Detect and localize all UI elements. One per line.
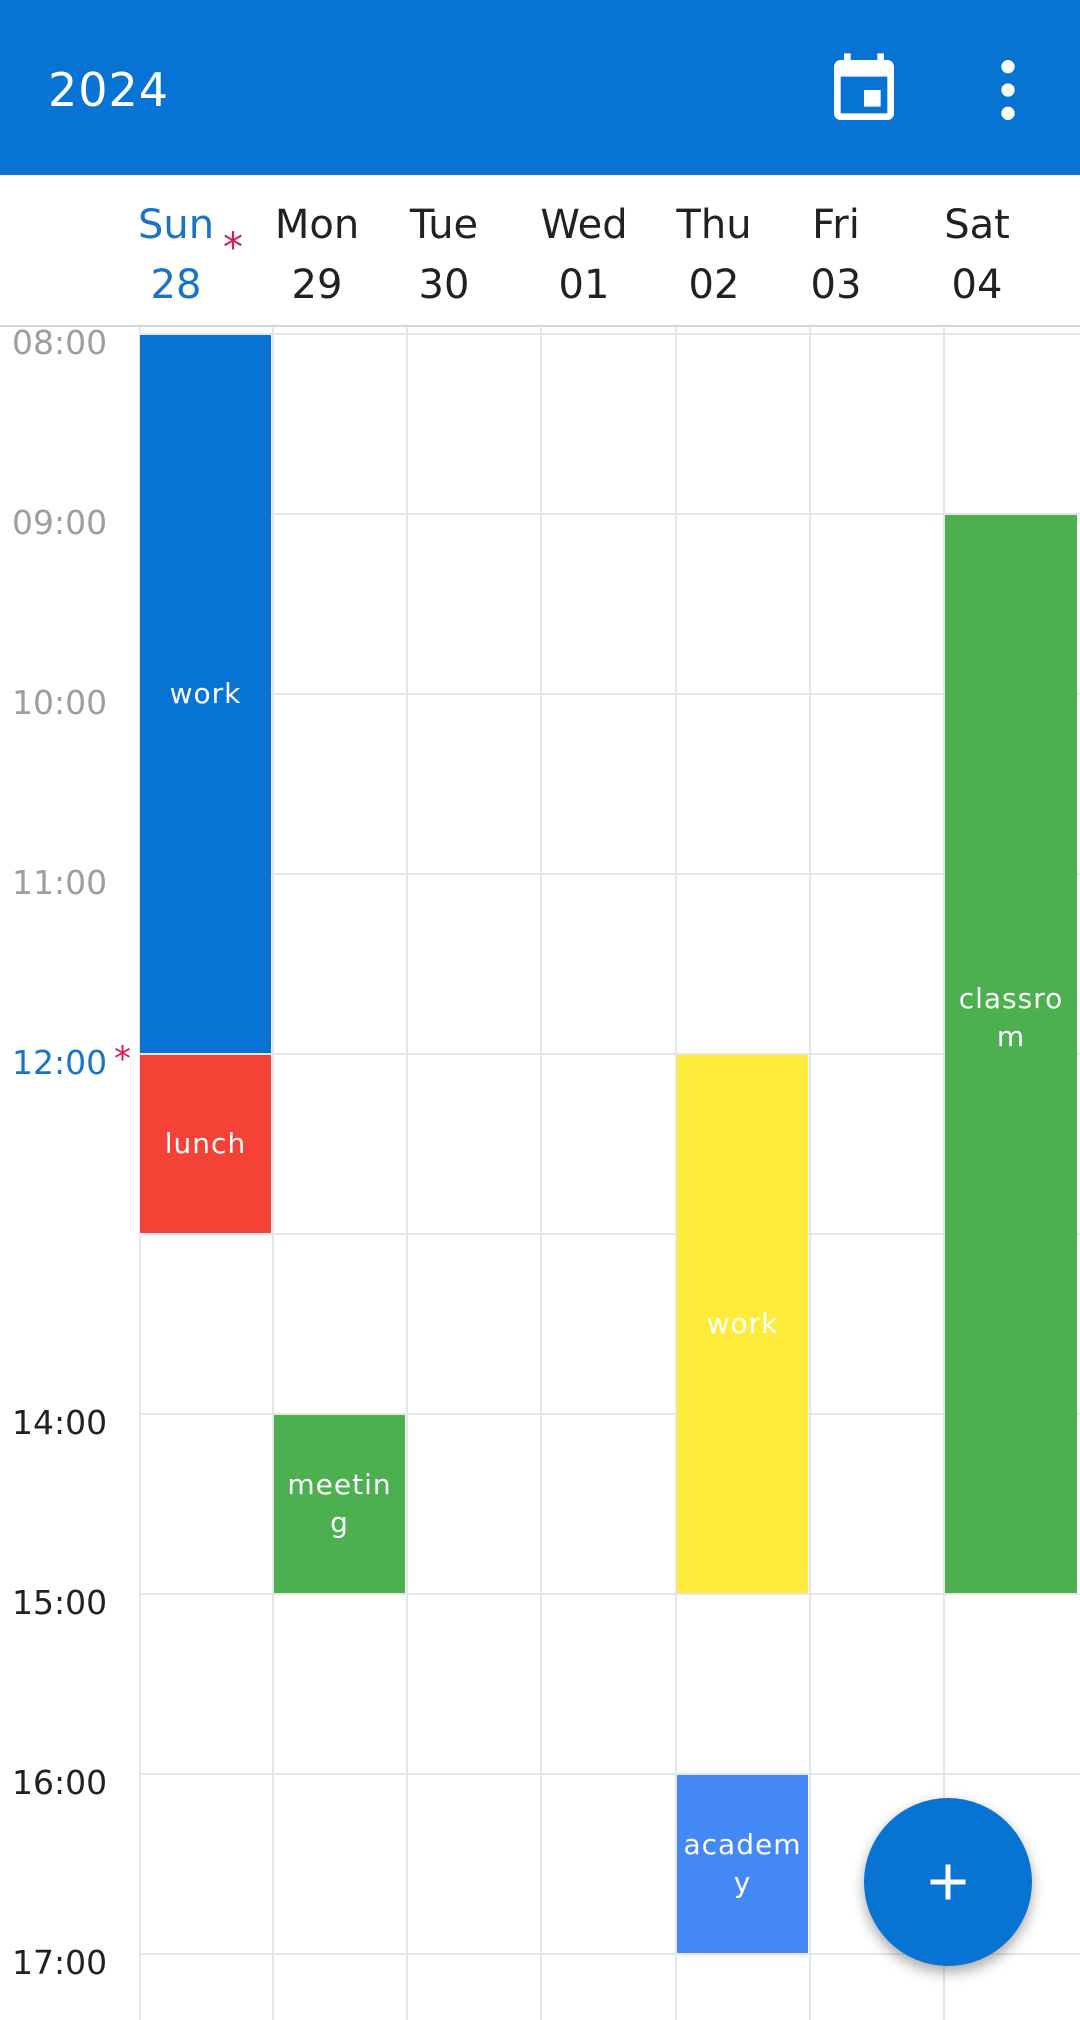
day-header-tue[interactable]: Tue 30 [394, 195, 494, 315]
day-name: Tue [409, 202, 479, 248]
day-number: 02 [688, 262, 740, 308]
event-label: academy [683, 1828, 802, 1899]
more-vert-icon[interactable] [968, 50, 1048, 130]
day-number: 03 [810, 262, 862, 308]
hour-line [140, 1413, 1080, 1415]
time-label: 15:00 [12, 1583, 108, 1622]
time-label: 11:00 [12, 863, 108, 902]
hour-line [140, 1773, 1080, 1775]
time-label: 14:00 [12, 1403, 108, 1442]
plus-icon [930, 1864, 966, 1900]
day-divider [540, 327, 542, 2020]
hour-line [140, 1233, 1080, 1235]
day-name: Sat [944, 202, 1010, 248]
day-divider [943, 327, 945, 2020]
week-grid[interactable]: 08:00 09:00 10:00 11:00 12:00 * 14:00 15… [0, 327, 1080, 2020]
hour-line [140, 333, 1080, 335]
time-label-current: 12:00 [12, 1043, 108, 1082]
hour-line [140, 873, 1080, 875]
day-name: Sun [137, 202, 215, 248]
day-number: 04 [951, 262, 1003, 308]
day-header-thu[interactable]: Thu 02 [664, 195, 764, 315]
time-label: 08:00 [12, 327, 108, 362]
day-number: 30 [418, 262, 470, 308]
event-work-sun[interactable]: work [140, 335, 271, 1053]
hour-line [140, 1053, 1080, 1055]
day-header-wed[interactable]: Wed 01 [534, 195, 634, 315]
day-number: 01 [558, 262, 610, 308]
hour-line [140, 1953, 1080, 1955]
day-name: Thu [676, 202, 752, 248]
event-label: work [169, 677, 242, 710]
event-classrom-sat[interactable]: classrom [945, 515, 1077, 1593]
week-day-header: Sun 28 * Mon 29 Tue 30 Wed 01 Thu 02 Fri… [0, 175, 1080, 327]
day-name: Wed [540, 202, 628, 248]
event-label: lunch [164, 1127, 247, 1160]
time-label: 09:00 [12, 503, 108, 542]
now-marker: * [114, 1039, 131, 1079]
app-bar: 2024 [0, 0, 1080, 175]
hour-line [140, 513, 1080, 515]
time-label: 16:00 [12, 1763, 108, 1802]
hour-line [140, 693, 1080, 695]
day-divider [406, 327, 408, 2020]
event-meeting-mon[interactable]: meeting [274, 1415, 405, 1593]
add-event-button[interactable] [864, 1798, 1032, 1966]
day-number: 28 [150, 262, 202, 308]
event-lunch-sun[interactable]: lunch [140, 1055, 271, 1233]
today-marker: * [223, 225, 243, 271]
day-divider [675, 327, 677, 2020]
time-label: 10:00 [12, 683, 108, 722]
day-name: Fri [812, 202, 860, 248]
calendar-today-icon[interactable] [824, 50, 904, 130]
day-header-sun[interactable]: Sun 28 [126, 195, 226, 315]
day-divider [809, 327, 811, 2020]
day-name: Mon [274, 202, 360, 248]
day-header-fri[interactable]: Fri 03 [786, 195, 886, 315]
event-label: meeting [287, 1468, 392, 1539]
hour-line [140, 1593, 1080, 1595]
time-label: 17:00 [12, 1943, 108, 1982]
day-number: 29 [291, 262, 343, 308]
day-divider [272, 327, 274, 2020]
event-label: classrom [958, 982, 1064, 1053]
event-work-thu[interactable]: work [677, 1055, 808, 1593]
event-label: work [706, 1307, 779, 1340]
day-header-sat[interactable]: Sat 04 [927, 195, 1027, 315]
day-header-mon[interactable]: Mon 29 [262, 195, 372, 315]
year-title: 2024 [48, 63, 170, 117]
event-academy-thu[interactable]: academy [677, 1775, 808, 1953]
